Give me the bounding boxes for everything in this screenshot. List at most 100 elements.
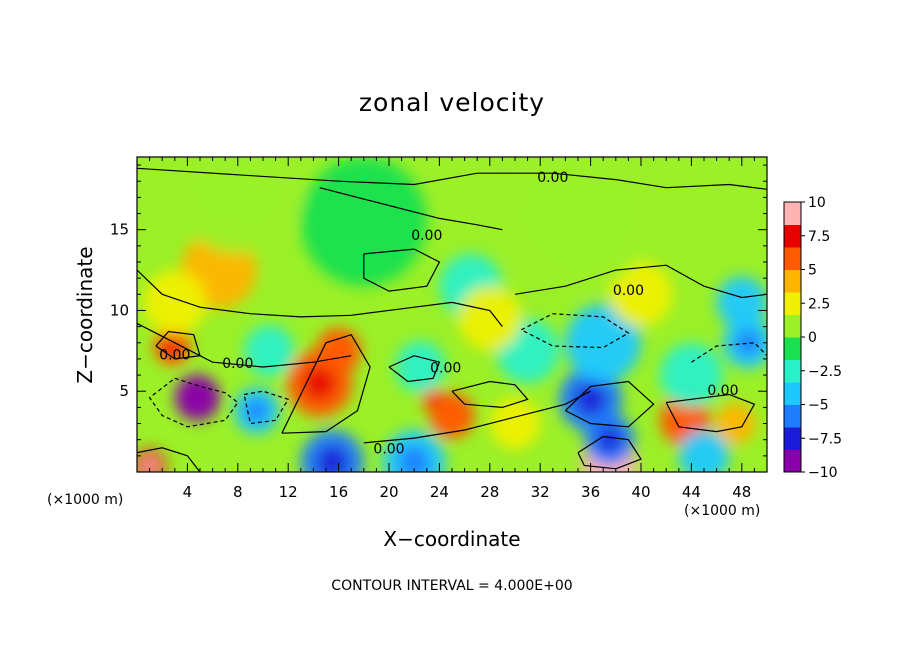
contour-line-14 <box>577 435 642 470</box>
field-core-10 <box>398 446 430 472</box>
colorbar-swatch-6 <box>784 314 801 338</box>
field-feature-27 <box>395 341 446 393</box>
contour-label-3: 0.00 <box>373 441 404 457</box>
field-feature-28 <box>659 342 723 408</box>
colorbar-label-5: −2.5 <box>808 364 842 380</box>
colorbar: 10 7.5 5 2.5 0 −2.5 −5 −7.5 −10 <box>783 195 842 481</box>
colorbar-swatch-3 <box>784 382 801 405</box>
field-core-12 <box>574 383 607 416</box>
contour-label-1: 0.00 <box>411 228 442 244</box>
x-axis-unit-left: (×1000 m) <box>47 492 124 508</box>
y-tick-label-15: 15 <box>110 221 129 239</box>
colorbar-label-1: 7.5 <box>808 229 830 245</box>
field-core-4 <box>303 366 337 400</box>
field-core-11 <box>141 457 158 472</box>
contour-label-7: 0.00 <box>222 356 253 372</box>
field-core-20 <box>427 393 439 406</box>
field-core-9 <box>316 446 349 472</box>
contour-line-17 <box>388 355 441 383</box>
contour-line-11 <box>451 380 529 409</box>
x-tick-label-36: 36 <box>581 483 600 501</box>
colorbar-label-6: −5 <box>808 398 829 414</box>
x-tick-label-44: 44 <box>682 483 701 501</box>
field-feature-24 <box>300 157 427 287</box>
field-feature-29 <box>489 397 541 450</box>
contour-label-2: 0.00 <box>159 348 190 364</box>
field-core-3 <box>245 398 269 423</box>
x-tick-label-8: 8 <box>233 483 243 501</box>
field-core-1 <box>596 426 623 453</box>
colorbar-label-7: −7.5 <box>808 431 842 447</box>
x-axis-label: X−coordinate <box>383 527 521 551</box>
colorbar-swatch-7 <box>784 292 801 315</box>
chart-title: zonal velocity <box>358 88 546 117</box>
contour-line-15 <box>137 447 201 472</box>
zero-contours: 0.00 0.00 0.00 0.00 0.00 0.00 0.00 0.00 <box>137 167 767 472</box>
field-core-13 <box>672 407 698 434</box>
y-tick-label-5: 5 <box>119 382 129 400</box>
colorbar-swatch-9 <box>784 247 801 270</box>
x-tick-label-24: 24 <box>430 483 449 501</box>
colorbar-label-8: −10 <box>808 465 838 481</box>
colorbar-swatch-1 <box>784 427 801 450</box>
field-features <box>137 157 767 472</box>
contour-line-6 <box>148 377 239 428</box>
field-core-6 <box>162 336 182 356</box>
field-feature-31 <box>244 325 295 377</box>
contour-label-0: 0.00 <box>537 170 568 186</box>
field-core-19 <box>440 403 464 428</box>
x-tick-label-32: 32 <box>531 483 550 501</box>
contour-line-2 <box>137 269 503 327</box>
field-core-15 <box>735 329 761 356</box>
field-core-2 <box>186 386 209 410</box>
contour-line-8 <box>155 330 201 360</box>
field-feature-17 <box>565 304 641 382</box>
field-feature-8 <box>143 270 207 335</box>
contour-line-1 <box>319 187 503 231</box>
field-feature-16 <box>716 276 767 329</box>
contour-line-7 <box>243 390 290 425</box>
colorbar-label-3: 2.5 <box>808 296 830 312</box>
contour-line-13 <box>665 393 756 433</box>
contour-line-16 <box>691 342 767 363</box>
x-tick-label-12: 12 <box>279 483 298 501</box>
contour-label-4: 0.00 <box>613 283 644 299</box>
contour-label-6: 0.00 <box>430 361 461 377</box>
colorbar-swatch-8 <box>784 269 801 293</box>
field-feature-14 <box>715 402 756 445</box>
x-axis-unit-right: (×1000 m) <box>684 503 761 519</box>
field-feature-26 <box>174 157 301 254</box>
contour-line-0 <box>137 167 767 190</box>
colorbar-label-2: 5 <box>808 263 817 279</box>
contour-label-5: 0.00 <box>707 383 738 399</box>
field-feature-22 <box>609 262 673 327</box>
contour-line-5 <box>137 322 352 368</box>
contour-line-18 <box>521 313 630 349</box>
field-feature-25 <box>502 157 654 292</box>
contour-line-10 <box>363 390 591 444</box>
colorbar-swatch-5 <box>784 337 801 360</box>
contour-interval-note: CONTOUR INTERVAL = 4.000E+00 <box>331 578 573 594</box>
field-feature-23 <box>458 286 522 351</box>
field-feature-30 <box>678 430 730 472</box>
y-tick-label-10: 10 <box>110 301 129 319</box>
colorbar-label-0: 10 <box>808 195 826 211</box>
contour-line-9 <box>281 333 371 434</box>
x-tick-label-28: 28 <box>480 483 499 501</box>
contour-line-12 <box>564 380 655 428</box>
x-tick-label-20: 20 <box>379 483 398 501</box>
colorbar-label-4: 0 <box>808 330 817 346</box>
contour-line-4 <box>514 264 767 299</box>
x-tick-label-48: 48 <box>732 483 751 501</box>
colorbar-swatch-10 <box>784 224 801 248</box>
contour-line-3 <box>363 248 441 292</box>
colorbar-swatch-11 <box>784 202 801 225</box>
x-tick-label-16: 16 <box>329 483 348 501</box>
colorbar-swatch-4 <box>784 359 801 383</box>
x-tick-label-40: 40 <box>631 483 650 501</box>
x-tick-label-4: 4 <box>183 483 193 501</box>
colorbar-swatch-2 <box>784 404 801 428</box>
colorbar-swatch-0 <box>784 449 801 473</box>
